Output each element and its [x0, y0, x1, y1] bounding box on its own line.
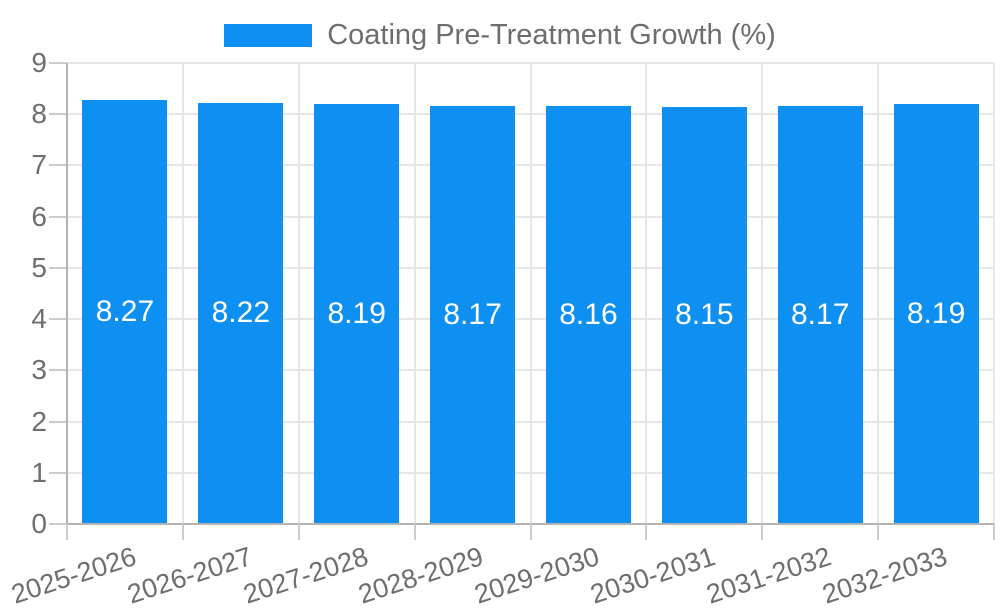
y-axis-tick [49, 420, 67, 423]
x-axis-label: 2032-2033 [818, 541, 951, 610]
x-axis-tick [66, 524, 68, 540]
bar-value-label: 8.17 [790, 297, 850, 331]
x-gridline [413, 63, 416, 524]
legend-item[interactable]: Coating Pre-Treatment Growth (%) [224, 21, 776, 50]
x-axis-tick [529, 524, 532, 540]
y-axis-tick [49, 62, 67, 64]
x-axis-label: 2027-2028 [239, 541, 372, 610]
x-axis-tick [413, 524, 416, 540]
bar-value-label: 8.16 [559, 298, 618, 331]
x-gridline [993, 63, 995, 524]
y-axis-tick [49, 113, 67, 116]
y-axis-label: 0 [31, 508, 47, 539]
y-axis-label: 4 [31, 303, 47, 335]
bar[interactable]: 8.19 [893, 104, 979, 524]
x-axis-tick [877, 524, 880, 540]
x-axis-label: 2028-2029 [355, 541, 488, 610]
x-axis-tick [297, 524, 300, 540]
y-axis-label: 1 [31, 456, 47, 488]
y-axis-label: 2 [31, 405, 47, 437]
x-axis-tick [181, 524, 184, 540]
x-gridline [761, 63, 764, 524]
y-axis-label: 3 [31, 354, 47, 386]
x-axis-label: 2031-2032 [702, 541, 835, 610]
bar[interactable]: 8.15 [661, 106, 747, 524]
x-axis-tick [993, 524, 995, 540]
y-axis-label: 5 [31, 251, 47, 283]
x-axis-label: 2026-2027 [123, 541, 256, 610]
y-axis-tick [49, 215, 67, 218]
bar[interactable]: 8.27 [82, 100, 168, 524]
x-axis-label: 2025-2026 [7, 541, 140, 610]
x-gridline [877, 63, 880, 524]
bar-value-label: 8.15 [675, 298, 734, 332]
x-axis-tick [645, 524, 648, 540]
y-axis-tick [49, 164, 67, 167]
bar-value-label: 8.27 [95, 295, 155, 329]
bar[interactable]: 8.19 [314, 104, 400, 524]
y-axis-label: 8 [31, 98, 47, 130]
bar[interactable]: 8.17 [430, 105, 516, 524]
bar[interactable]: 8.17 [777, 105, 863, 524]
bar-value-label: 8.19 [906, 297, 966, 331]
y-axis-label: 6 [31, 200, 47, 232]
y-axis-line [66, 63, 68, 524]
y-axis-tick [49, 369, 67, 372]
x-gridline [297, 63, 300, 524]
bar[interactable]: 8.16 [545, 106, 631, 524]
y-axis-label: 9 [31, 47, 47, 78]
y-axis-tick [49, 318, 67, 321]
x-gridline [529, 63, 532, 524]
bar[interactable]: 8.22 [198, 102, 284, 524]
legend-label: Coating Pre-Treatment Growth (%) [327, 19, 776, 51]
bar-value-label: 8.17 [443, 297, 502, 331]
y-axis-tick [49, 471, 67, 474]
x-axis-label: 2029-2030 [471, 541, 604, 610]
y-axis-label: 7 [31, 149, 47, 181]
legend-swatch [224, 24, 313, 47]
y-axis-tick [49, 523, 67, 525]
bar-value-label: 8.22 [211, 296, 270, 330]
x-gridline [181, 63, 184, 524]
y-axis-tick [49, 266, 67, 269]
legend: Coating Pre-Treatment Growth (%) [0, 21, 1000, 50]
x-gridline [645, 63, 648, 524]
x-axis-label: 2030-2031 [586, 541, 719, 610]
bar-value-label: 8.19 [327, 297, 386, 331]
x-axis-tick [761, 524, 764, 540]
